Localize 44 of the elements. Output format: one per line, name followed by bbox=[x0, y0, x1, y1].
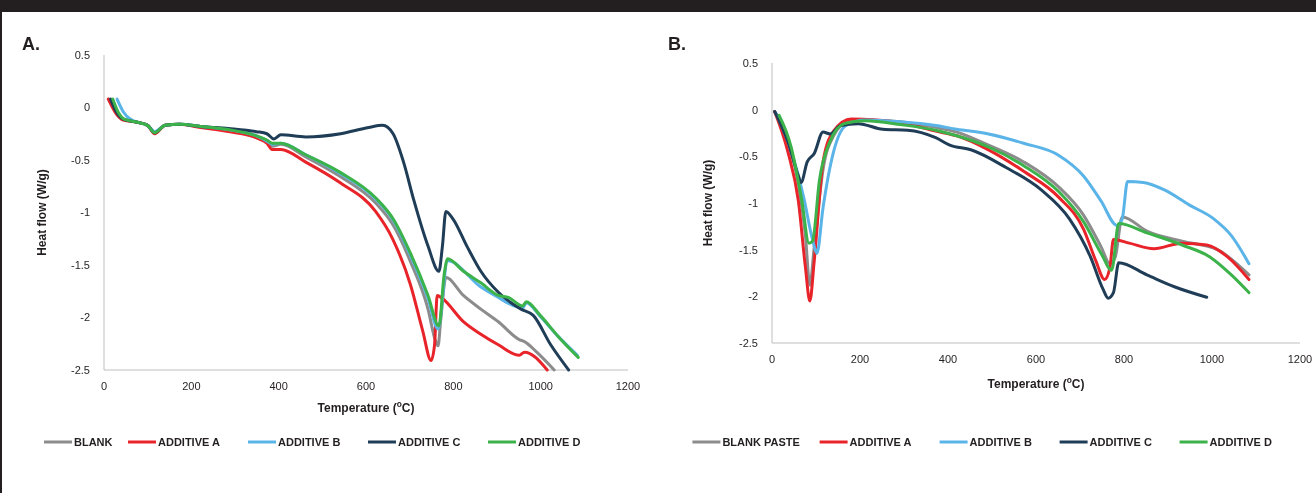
legend-label: BLANK PASTE bbox=[722, 435, 800, 448]
y-tick-label: -1 bbox=[80, 206, 90, 219]
x-axis-title: Temperature ($^{o}$C) bbox=[317, 399, 415, 415]
y-tick-label: -1 bbox=[748, 196, 758, 209]
legend-label: ADDITIVE C bbox=[398, 435, 461, 448]
x-tick-label: 200 bbox=[182, 380, 201, 392]
y-tick-label: 0 bbox=[83, 101, 90, 114]
x-tick-label: 400 bbox=[269, 380, 288, 392]
y-tick-label: -1.5 bbox=[71, 258, 90, 271]
legend-label: ADDITIVE C bbox=[1089, 435, 1152, 448]
x-axis-title: Temperature ($^{o}$C) bbox=[987, 375, 1085, 391]
y-tick-label: -2 bbox=[80, 311, 90, 324]
legend-label: ADDITIVE D bbox=[1209, 435, 1272, 448]
x-tick-label: 1200 bbox=[1287, 353, 1313, 365]
x-tick-label: 600 bbox=[1026, 353, 1046, 365]
x-tick-label: 1200 bbox=[615, 380, 641, 392]
x-tick-label: 1000 bbox=[1199, 353, 1225, 365]
legend-label: ADDITIVE B bbox=[278, 435, 341, 448]
x-tick-label: 200 bbox=[850, 353, 870, 365]
chart-title: A. bbox=[22, 34, 40, 54]
legend-label: ADDITIVE B bbox=[969, 435, 1032, 448]
y-tick-label: 0.5 bbox=[742, 56, 758, 69]
x-tick-label: 800 bbox=[444, 380, 463, 392]
legend-label: ADDITIVE A bbox=[158, 435, 220, 448]
x-tick-label: 0 bbox=[100, 380, 108, 392]
legend-label: ADDITIVE D bbox=[518, 435, 581, 448]
x-tick-label: 0 bbox=[768, 353, 776, 365]
y-tick-label: -2.5 bbox=[71, 363, 90, 376]
y-tick-label: -0.5 bbox=[71, 153, 90, 166]
y-tick-label: -0.5 bbox=[739, 150, 758, 163]
x-tick-label: 1000 bbox=[528, 380, 553, 392]
y-axis-title: Heat flow (W/g) bbox=[35, 169, 49, 256]
legend-label: ADDITIVE A bbox=[849, 435, 912, 448]
chart-title: B. bbox=[668, 34, 686, 54]
x-tick-label: 400 bbox=[938, 353, 958, 365]
x-tick-label: 800 bbox=[1114, 353, 1134, 365]
y-tick-label: 0 bbox=[751, 103, 758, 116]
y-axis-title: Heat flow (W/g) bbox=[701, 159, 715, 247]
y-tick-label: -1.5 bbox=[739, 243, 758, 256]
y-tick-label: -2 bbox=[748, 290, 758, 303]
y-tick-label: 0.5 bbox=[74, 48, 90, 61]
y-tick-label: -2.5 bbox=[739, 336, 758, 349]
x-tick-label: 600 bbox=[356, 380, 376, 392]
legend-label: BLANK bbox=[74, 435, 113, 448]
